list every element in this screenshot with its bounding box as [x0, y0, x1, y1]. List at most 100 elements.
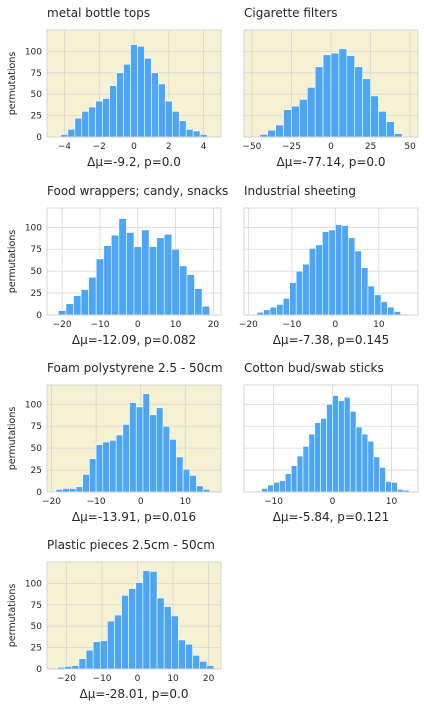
histogram-bar: [206, 665, 215, 670]
x-tick-label: 0: [135, 320, 141, 330]
histogram-bar: [275, 124, 284, 138]
y-tick-label: 50: [31, 267, 43, 277]
histogram-bar: [279, 480, 286, 493]
histogram-bar: [367, 440, 375, 493]
histogram-bar: [321, 231, 330, 316]
histogram-bar: [122, 424, 130, 493]
x-tick-label: 10: [167, 674, 179, 684]
histogram-bar: [354, 66, 363, 138]
histogram-bar: [130, 44, 138, 138]
y-tick-label: 50: [31, 622, 43, 632]
histogram-bar: [276, 304, 284, 316]
y-axis-label: permutations: [7, 407, 18, 471]
histogram-bar: [322, 54, 332, 138]
histogram-bar: [142, 570, 151, 670]
y-tick-label: 25: [31, 466, 42, 476]
histogram-bar: [73, 295, 82, 316]
histogram-bar: [290, 465, 298, 493]
plot-frame: [243, 29, 419, 138]
histogram-bar: [263, 309, 271, 316]
x-axis-label: Δμ=-28.01, p=0.0: [80, 687, 189, 701]
x-tick-label: 0: [131, 142, 137, 152]
x-tick-label: 0: [135, 674, 141, 684]
histogram-panel: Foam polystyrene 2.5 - 50cm−20 −10 0 100255…: [7, 361, 223, 524]
histogram-bar: [189, 475, 197, 493]
histogram-bar: [170, 615, 179, 670]
histogram-bar: [65, 303, 74, 316]
y-tick-label: 100: [25, 47, 42, 57]
histogram-bar: [163, 234, 173, 316]
histogram-bar: [95, 444, 104, 493]
histogram-bar: [115, 434, 124, 493]
plot-frame: [46, 561, 222, 670]
x-tick-label: −50: [242, 142, 261, 152]
histogram-bar: [182, 468, 191, 493]
x-tick-label: 0: [332, 320, 338, 330]
x-tick-label: 0: [330, 497, 336, 507]
histogram-panel: Cigarette filters −50 −25 0 25 50 Δμ=-77.14, p…: [242, 6, 419, 169]
histogram-bar: [126, 232, 135, 316]
histogram-panel: metal bottle tops −4 −2 0 2 4 0 25 50 75 100 permut…: [7, 6, 222, 169]
histogram-bar: [201, 305, 210, 316]
panel-title: Foam polystyrene 2.5 - 50cm: [47, 361, 223, 375]
histogram-bar: [156, 407, 164, 493]
histogram-bar: [141, 229, 150, 316]
histogram-bar: [111, 234, 120, 316]
histogram-bar: [74, 117, 83, 138]
y-tick-label: 25: [31, 644, 42, 654]
panel-title: Food wrappers; candy, snacks: [47, 184, 228, 198]
histogram-bar: [199, 660, 208, 670]
histogram-bar: [92, 641, 101, 670]
histogram-bar: [107, 620, 115, 670]
histogram-bar: [362, 78, 371, 138]
x-tick-label: −4: [58, 142, 72, 152]
panel-title: Plastic pieces 2.5cm - 50cm: [47, 538, 215, 552]
x-axis-label: Δμ=-12.09, p=0.082: [72, 333, 196, 347]
histogram-bar: [283, 109, 292, 138]
histogram-bar: [89, 458, 97, 493]
x-tick-label: −10: [282, 320, 301, 330]
histogram-bar: [88, 106, 97, 138]
histogram-bar: [95, 258, 105, 316]
histogram-bar: [354, 250, 362, 316]
x-tick-label: 20: [208, 320, 220, 330]
x-tick-label: 10: [373, 320, 385, 330]
y-tick-label: 0: [36, 665, 42, 675]
histogram-bar: [374, 294, 382, 316]
histogram-bar: [348, 237, 356, 316]
histogram-bar: [308, 248, 317, 316]
y-tick-label: 0: [36, 133, 42, 143]
plot-frame: [46, 384, 222, 493]
x-tick-label: −20: [53, 320, 72, 330]
histogram-bar: [165, 100, 173, 138]
panel-title: metal bottle tops: [47, 6, 150, 20]
histogram-bar: [69, 488, 77, 493]
histogram-bar: [137, 45, 145, 138]
plot-frame: [243, 384, 419, 493]
histogram-bar: [338, 48, 348, 138]
histogram-bar: [169, 439, 177, 493]
y-tick-label: 75: [31, 69, 42, 79]
histogram-bar: [373, 456, 380, 493]
histogram-bar: [196, 485, 204, 493]
y-tick-label: 25: [31, 289, 42, 299]
histogram-bar: [80, 289, 89, 316]
histogram-bar: [393, 311, 401, 316]
plot-frame: [46, 207, 222, 316]
x-tick-label: 10: [180, 497, 192, 507]
y-tick-label: 0: [36, 311, 42, 321]
histogram-bar: [261, 488, 268, 493]
histogram-bar: [380, 301, 388, 316]
histogram-bar: [149, 571, 158, 670]
histogram-bar: [335, 224, 343, 316]
histogram-bar: [171, 248, 180, 316]
histogram-bar: [128, 588, 137, 670]
histogram-bar: [320, 418, 327, 493]
histogram-bar: [315, 244, 323, 316]
histogram-bar: [78, 658, 87, 670]
histogram-panel: Cotton bud/swab sticks −10 0 10 Δμ=-5.84, p=…: [243, 361, 419, 524]
x-axis-label: Δμ=-13.91, p=0.016: [72, 510, 196, 524]
histogram-bar: [341, 225, 349, 316]
histogram-bar: [302, 263, 310, 316]
